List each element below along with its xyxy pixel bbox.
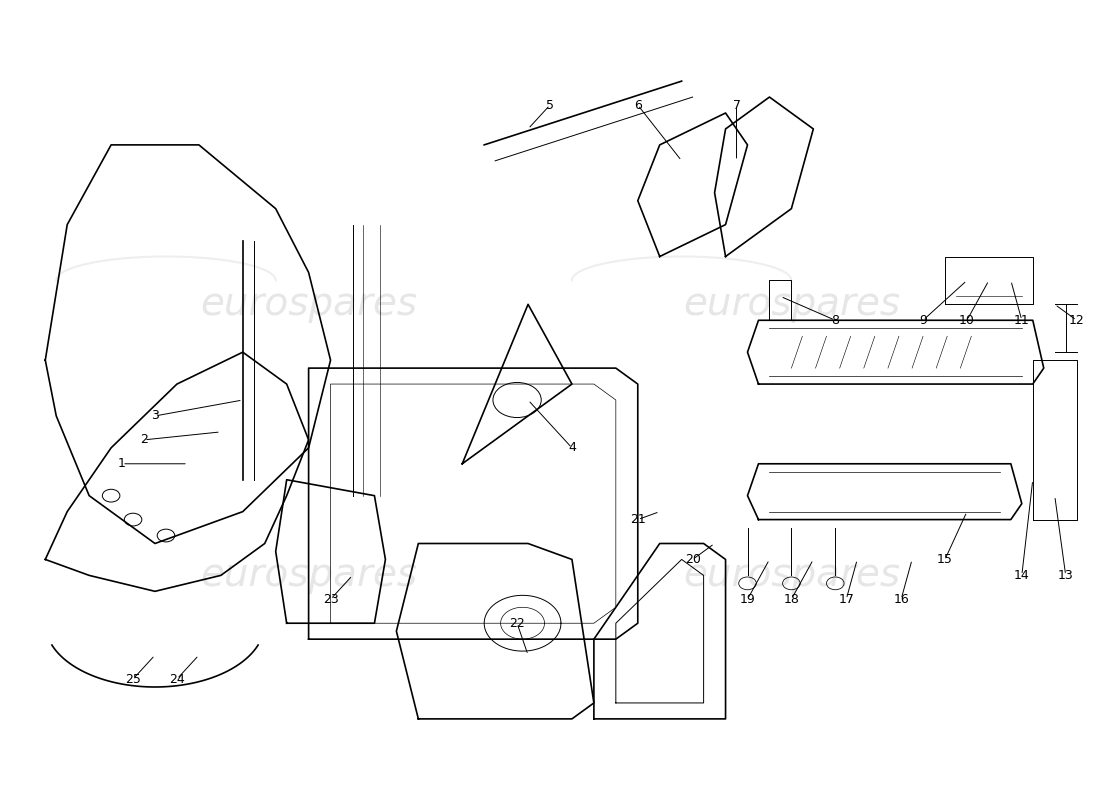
Text: 15: 15 (937, 553, 953, 566)
Text: 16: 16 (893, 593, 909, 606)
Text: 4: 4 (568, 442, 576, 454)
Text: 6: 6 (634, 98, 641, 111)
Text: eurospares: eurospares (683, 286, 900, 323)
Text: eurospares: eurospares (200, 286, 417, 323)
Text: eurospares: eurospares (200, 556, 417, 594)
Text: 11: 11 (1014, 314, 1030, 326)
Text: 8: 8 (832, 314, 839, 326)
Text: 14: 14 (1014, 569, 1030, 582)
Text: 21: 21 (630, 513, 646, 526)
Text: 17: 17 (838, 593, 855, 606)
Text: 10: 10 (959, 314, 975, 326)
Text: 7: 7 (733, 98, 740, 111)
Text: 9: 9 (920, 314, 927, 326)
Text: 19: 19 (739, 593, 756, 606)
Text: 2: 2 (140, 434, 148, 446)
Text: eurospares: eurospares (683, 556, 900, 594)
Text: 3: 3 (151, 410, 158, 422)
Text: 23: 23 (322, 593, 339, 606)
Text: 20: 20 (684, 553, 701, 566)
Text: 22: 22 (509, 617, 525, 630)
Text: 12: 12 (1069, 314, 1085, 326)
Text: 25: 25 (125, 673, 141, 686)
Text: 5: 5 (546, 98, 554, 111)
Text: 24: 24 (169, 673, 185, 686)
Text: 1: 1 (118, 458, 127, 470)
Text: 18: 18 (783, 593, 800, 606)
Text: 13: 13 (1058, 569, 1074, 582)
